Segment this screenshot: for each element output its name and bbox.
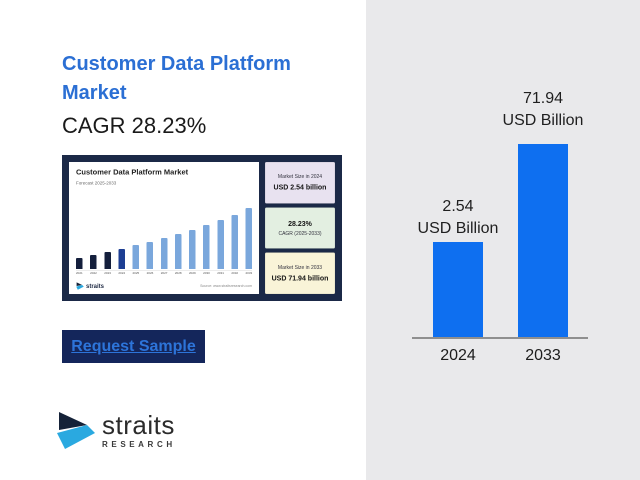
thumbnail-logo-text: straits — [86, 282, 105, 290]
brand-text: straits RESEARCH — [102, 412, 176, 449]
bar-value-number: 71.94 — [522, 90, 564, 107]
mini-bar-2032 — [231, 215, 238, 269]
stat-card-value: USD 2.54 billion — [273, 183, 327, 192]
stat-card-label: Market Size in 2033 — [277, 264, 323, 271]
bar-value-label-2033: 71.94 USD Billion — [483, 88, 603, 132]
report-thumbnail-frame: Customer Data Platform Market Forecast 2… — [62, 155, 342, 301]
stat-card-cagr: 28.23% CAGR (2025-2033) — [265, 207, 335, 249]
brand-subtitle: RESEARCH — [102, 439, 176, 449]
mini-x-label-2021: 2021 — [76, 272, 83, 275]
thumbnail-logo: straits — [76, 282, 104, 290]
mini-x-label-2027: 2027 — [160, 272, 168, 275]
thumbnail-stat-cards: Market Size in 2024 USD 2.54 billion 28.… — [265, 162, 335, 295]
bar-value-label-2024: 2.54 USD Billion — [398, 196, 518, 240]
mini-x-label-2033: 2033 — [245, 272, 253, 275]
mini-x-label-2022: 2022 — [90, 272, 97, 275]
mini-bar-2029 — [189, 230, 196, 269]
bar-value-unit: USD Billion — [417, 220, 499, 237]
mini-x-label-2028: 2028 — [174, 272, 182, 275]
mini-x-label-2030: 2030 — [203, 272, 210, 275]
thumbnail-chart-title: Customer Data Platform Market — [76, 168, 189, 177]
mini-bar-2025 — [132, 245, 139, 269]
mini-x-labels: 2021 2022 2023 2024 2025 2026 2027 2028 2029 2030… — [76, 270, 253, 275]
stat-card-market-size-2024: Market Size in 2024 USD 2.54 billion — [265, 162, 335, 204]
main-chart-panel: 71.94 USD Billion 2.54 USD Billion 2024 … — [366, 0, 640, 480]
brand-name: straits — [102, 409, 175, 440]
mini-x-label-2024: 2024 — [118, 272, 126, 275]
x-tick-2033: 2033 — [525, 347, 561, 364]
stat-card-market-size-2033: Market Size in 2033 USD 71.94 billion — [265, 252, 335, 295]
request-sample-label: Request Sample — [71, 337, 196, 355]
straits-arrow-icon — [76, 282, 84, 290]
mini-x-label-2029: 2029 — [189, 272, 196, 275]
thumbnail-footer: straits Source: www.straitsresearch.com — [76, 282, 252, 290]
cagr-headline: CAGR 28.23% — [62, 113, 207, 138]
mini-x-label-2032: 2032 — [231, 272, 239, 275]
stat-card-label: CAGR (2025-2033) — [278, 231, 322, 237]
mini-bar-2023 — [104, 252, 111, 269]
straits-arrow-icon — [57, 412, 95, 449]
mini-x-label-2031: 2031 — [217, 272, 224, 275]
mini-bar-2030 — [203, 225, 210, 269]
page-title: Customer Data Platform Market — [62, 53, 291, 104]
mini-bar-2024 — [118, 249, 125, 269]
bar-value-number: 2.54 — [442, 198, 474, 215]
mini-bar-2033 — [245, 208, 252, 269]
request-sample-button[interactable]: Request Sample — [62, 330, 205, 363]
mini-bar-2026 — [146, 242, 154, 269]
bar-value-unit: USD Billion — [502, 112, 584, 129]
stat-card-value: USD 71.94 billion — [271, 273, 329, 282]
stat-card-label: Market Size in 2024 — [277, 174, 323, 180]
report-thumbnail: Customer Data Platform Market Forecast 2… — [62, 155, 342, 301]
stat-card-value: 28.23% — [288, 219, 312, 228]
thumbnail-source-text: Source: www.straitsresearch.com — [200, 284, 252, 288]
mini-bar-2021 — [76, 258, 83, 269]
mini-bar-2022 — [90, 255, 97, 269]
mini-bar-2031 — [217, 220, 224, 269]
bar-2024 — [433, 242, 483, 337]
mini-x-label-2025: 2025 — [132, 272, 140, 275]
bar-2033 — [518, 144, 568, 337]
mini-x-label-2023: 2023 — [104, 272, 111, 275]
x-tick-2024: 2024 — [440, 347, 476, 364]
x-axis-line — [412, 337, 588, 339]
brand-logo: straits RESEARCH — [57, 410, 176, 450]
mini-bar-2027 — [160, 238, 168, 269]
thumbnail-chart-area: Customer Data Platform Market Forecast 2… — [69, 162, 259, 294]
mini-x-label-2026: 2026 — [146, 272, 154, 275]
thumbnail-chart-subtitle: Forecast 2025-2033 — [76, 180, 117, 186]
mini-bar-series — [76, 207, 252, 269]
mini-bar-2028 — [174, 234, 182, 269]
